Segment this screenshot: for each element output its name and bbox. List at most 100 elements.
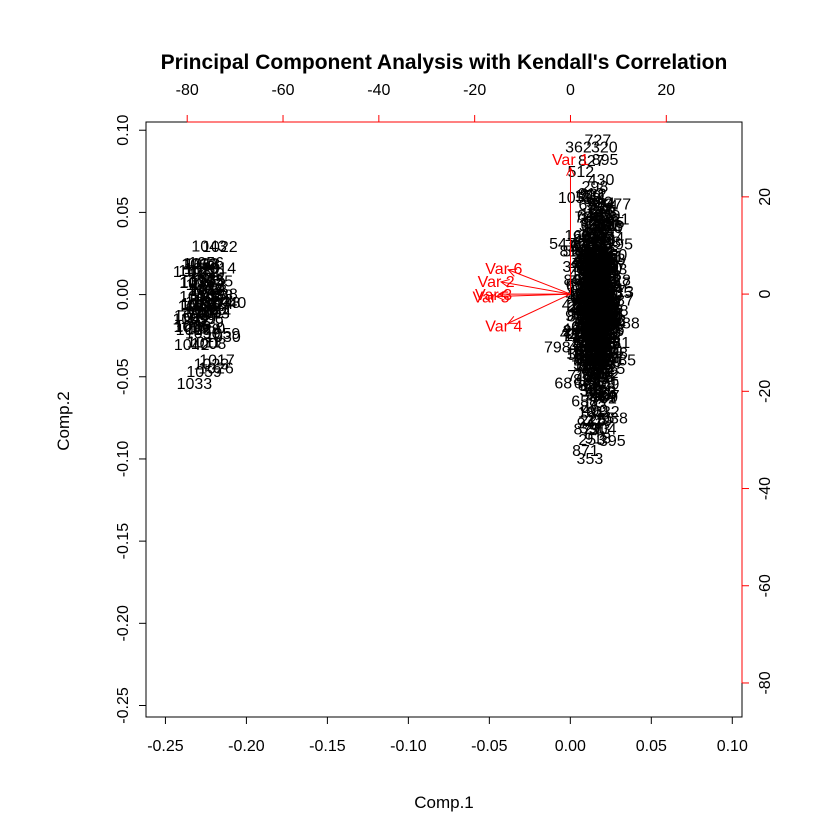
observation-label: 269	[592, 296, 619, 313]
observation-label: 866	[588, 261, 615, 278]
observation-label: 841	[588, 267, 615, 284]
observation-label: 286	[589, 261, 616, 278]
observation-label: 827	[592, 339, 619, 356]
observation-label: 798	[544, 340, 571, 357]
observation-label: 159	[582, 275, 609, 292]
observation-label: 293	[584, 308, 611, 325]
observation-label: 1035	[190, 271, 226, 288]
top-axis: -80 -60 -40 -20 0 20	[176, 82, 675, 123]
observation-label: 286	[566, 297, 593, 314]
observation-label: 522	[579, 252, 606, 269]
observation-label: 37	[574, 249, 592, 266]
observation-label: 822	[573, 372, 600, 389]
y-tick-label: -0.25	[115, 687, 132, 724]
observation-label: 287	[593, 249, 620, 266]
loading-arrow	[508, 269, 571, 295]
observation-label: 27	[591, 297, 609, 314]
observation-label: 1022	[202, 239, 238, 256]
observation-label: 693	[566, 277, 593, 294]
observation-label: 973	[581, 230, 608, 247]
observation-label: 885	[589, 336, 616, 353]
observation-label: 24	[590, 238, 608, 255]
observation-label: 1039	[183, 304, 219, 321]
observation-label: 650	[589, 275, 616, 292]
observation-label: 692	[577, 287, 604, 304]
observation-label: 762	[596, 293, 623, 310]
observation-label: 693	[579, 260, 606, 277]
observation-label: 896	[582, 327, 609, 344]
observation-label: 629	[572, 289, 599, 306]
observation-label: 1016	[186, 297, 222, 314]
observation-label: 154	[576, 257, 603, 274]
observation-label: 509	[567, 347, 594, 364]
observation-label: 373	[586, 296, 613, 313]
loading-label: Var 1	[552, 152, 589, 169]
observation-label: 78	[576, 357, 594, 374]
observation-label: 922	[584, 277, 611, 294]
observation-label: 798	[586, 234, 613, 251]
loading-arrow	[496, 293, 571, 298]
observation-label: 69	[594, 301, 612, 318]
observation-label: 1056	[188, 255, 224, 272]
observation-label: 430	[588, 172, 615, 189]
observation-label: 813	[581, 279, 608, 296]
observation-label: 442	[587, 284, 614, 301]
observation-label: 687	[591, 336, 618, 353]
observation-label: 682	[581, 310, 608, 327]
observation-label: 903	[584, 302, 611, 319]
observation-label: 639	[578, 378, 605, 395]
observation-label: 525	[599, 361, 626, 378]
observation-label: 1023	[194, 356, 230, 373]
observation-label: 977	[579, 299, 606, 316]
observation-label: 786	[577, 353, 604, 370]
observation-label: 588	[594, 234, 621, 251]
observation-label: 998	[578, 287, 605, 304]
loading-arrowhead	[507, 268, 518, 277]
observation-label: 398	[587, 315, 614, 332]
loading-arrow	[500, 281, 571, 295]
observation-label: 448	[591, 274, 618, 291]
observation-label: 633	[566, 279, 593, 296]
observation-label: 319	[581, 342, 608, 359]
x-tick-label: 0.05	[636, 738, 667, 755]
observation-label: 1021	[181, 296, 217, 313]
observation-label: 543	[601, 262, 628, 279]
observation-label: 793	[592, 327, 619, 344]
observation-label: 253	[578, 432, 605, 449]
observation-label: 292	[589, 262, 616, 279]
observation-label: 768	[575, 338, 602, 355]
observation-label: 914	[580, 245, 607, 262]
observation-label: 248	[577, 320, 604, 337]
loading-arrowhead	[495, 291, 505, 301]
observation-label: 886	[573, 306, 600, 323]
observation-label: 39	[586, 255, 604, 272]
observation-label: 941	[577, 416, 604, 433]
observation-label: 985	[584, 260, 611, 277]
observation-label: 92	[588, 323, 606, 340]
observation-label: 376	[574, 243, 601, 260]
observation-label: 979	[587, 353, 614, 370]
observation-label: 1028	[184, 261, 220, 278]
observation-label: 719	[567, 368, 594, 385]
observation-label: 744	[593, 265, 620, 282]
observation-label: 983	[583, 275, 610, 292]
observation-label: 1038	[180, 274, 216, 291]
observation-label: 643	[595, 268, 622, 285]
observation-label: 118	[588, 286, 614, 303]
observation-label: 645	[585, 288, 612, 305]
y-axis-label: Comp.2	[54, 391, 73, 451]
observation-label: 295	[592, 243, 619, 260]
observation-label: 754	[591, 198, 618, 215]
observation-label: 680	[579, 246, 606, 263]
observation-label: 1055	[198, 273, 234, 290]
observation-label: 545	[587, 246, 614, 263]
observation-label: 460	[584, 265, 611, 282]
observation-label: 844	[586, 271, 613, 288]
observation-label: 448	[575, 256, 602, 273]
observation-label: 395	[580, 308, 607, 325]
observation-label: 123	[595, 335, 622, 352]
observation-label: 225	[567, 300, 594, 317]
loading-label: Var 4	[485, 318, 522, 335]
observation-label: 1040	[211, 295, 247, 312]
